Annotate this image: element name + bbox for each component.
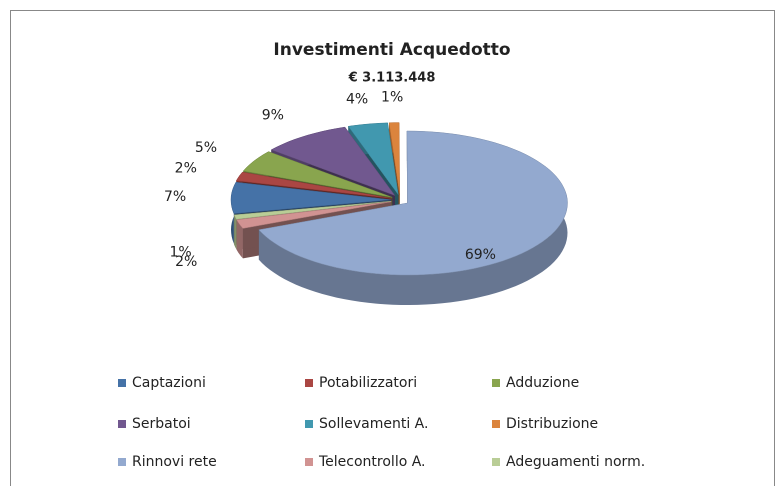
legend-swatch <box>305 458 313 466</box>
slice-top <box>388 122 400 195</box>
data-label: 9% <box>262 107 284 123</box>
legend-swatch <box>118 420 126 428</box>
legend-swatch <box>118 458 126 466</box>
legend-label: Rinnovi rete <box>132 454 217 470</box>
legend-label: Potabilizzatori <box>319 375 417 391</box>
slice-top <box>236 201 392 229</box>
legend-label: Adduzione <box>506 375 579 391</box>
slice-side <box>236 219 243 259</box>
legend-swatch <box>492 420 500 428</box>
slice-top <box>270 126 396 197</box>
legend-label: Captazioni <box>132 375 206 391</box>
legend-swatch <box>305 379 313 387</box>
legend-swatch <box>118 379 126 387</box>
legend-swatch <box>492 458 500 466</box>
slice-top <box>235 171 392 199</box>
pie-slice <box>258 130 568 305</box>
legend-label: Distribuzione <box>506 416 598 432</box>
legend-label: Serbatoi <box>132 416 191 432</box>
slice-top <box>347 122 399 195</box>
data-label: 2% <box>175 254 197 270</box>
slice-top <box>258 130 568 276</box>
data-label: 69% <box>465 247 496 263</box>
legend-label: Sollevamenti A. <box>319 416 428 432</box>
data-label: 4% <box>346 91 368 107</box>
legend-label: Telecontrollo A. <box>318 454 426 470</box>
slice-side <box>234 214 237 250</box>
data-label: 7% <box>164 189 186 205</box>
slice-top <box>233 200 392 220</box>
slice-top <box>242 151 393 198</box>
data-label: 1% <box>169 245 191 261</box>
slice-top <box>230 181 392 214</box>
legend-label: Adeguamenti norm. <box>506 454 645 470</box>
legend-swatch <box>492 379 500 387</box>
data-label: 1% <box>381 89 403 105</box>
chart-title: Investimenti Acquedotto <box>273 40 510 60</box>
legend-swatch <box>305 420 313 428</box>
chart-subtitle: € 3.113.448 <box>348 71 436 86</box>
data-label: 2% <box>175 161 197 177</box>
data-label: 5% <box>195 140 217 156</box>
